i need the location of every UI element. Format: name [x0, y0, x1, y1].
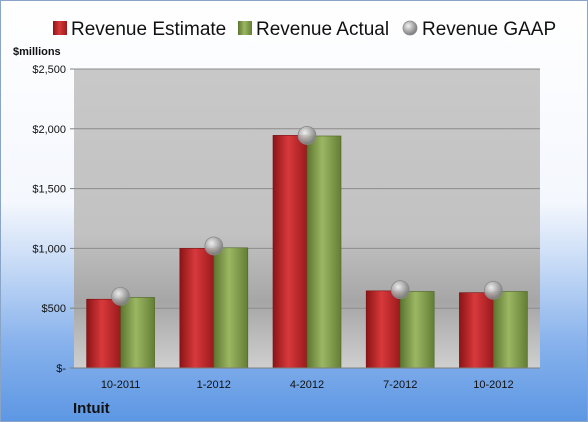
bar-revenue-actual	[120, 297, 155, 369]
legend-label-revenue-estimate: Revenue Estimate	[71, 19, 226, 40]
bar-revenue-actual	[213, 247, 249, 369]
x-tick-label: 7-2012	[383, 379, 417, 391]
bar-revenue-actual	[399, 291, 435, 369]
y-tick-label: $-	[56, 363, 66, 375]
bars	[86, 135, 528, 369]
company-label: Intuit	[73, 400, 110, 417]
bar-revenue-estimate	[365, 290, 401, 369]
bar-revenue-estimate	[459, 292, 494, 369]
bar-revenue-estimate	[272, 135, 308, 369]
gaap-markers	[111, 125, 503, 306]
x-tick-label: 1-2012	[197, 379, 231, 391]
x-axis-ticks: 10-2011 1-2012 4-2012 7-2012 10-2012	[101, 379, 514, 391]
legend-swatch-revenue-actual	[238, 21, 252, 35]
bar-revenue-actual	[493, 291, 528, 369]
legend-swatch-revenue-estimate	[53, 21, 67, 35]
legend-marker-revenue-gaap	[402, 20, 418, 36]
legend-label-revenue-actual: Revenue Actual	[256, 19, 389, 40]
x-tick-label: 4-2012	[290, 379, 324, 391]
marker-revenue-gaap	[390, 280, 410, 300]
marker-revenue-gaap	[297, 125, 317, 145]
marker-revenue-gaap	[111, 286, 130, 306]
marker-revenue-gaap	[483, 280, 503, 300]
x-tick-label: 10-2012	[473, 379, 513, 391]
x-tick-label: 10-2011	[101, 379, 141, 391]
bar-revenue-actual	[306, 135, 342, 369]
marker-revenue-gaap	[204, 236, 224, 256]
y-tick-label: $500	[42, 303, 66, 315]
y-axis-ticks: $- $500 $1,000 $1,500 $2,000 $2,500	[32, 64, 74, 375]
y-tick-label: $1,000	[32, 243, 66, 255]
y-tick-label: $2,000	[32, 124, 66, 136]
chart-legend: Revenue Estimate Revenue Actual Revenue …	[53, 19, 556, 40]
y-tick-label: $2,500	[32, 64, 66, 76]
y-tick-label: $1,500	[32, 184, 66, 196]
legend-label-revenue-gaap: Revenue GAAP	[422, 19, 556, 40]
y-axis-unit-label: $millions	[13, 46, 61, 58]
bar-revenue-estimate	[86, 298, 121, 369]
bar-revenue-estimate	[179, 248, 215, 369]
